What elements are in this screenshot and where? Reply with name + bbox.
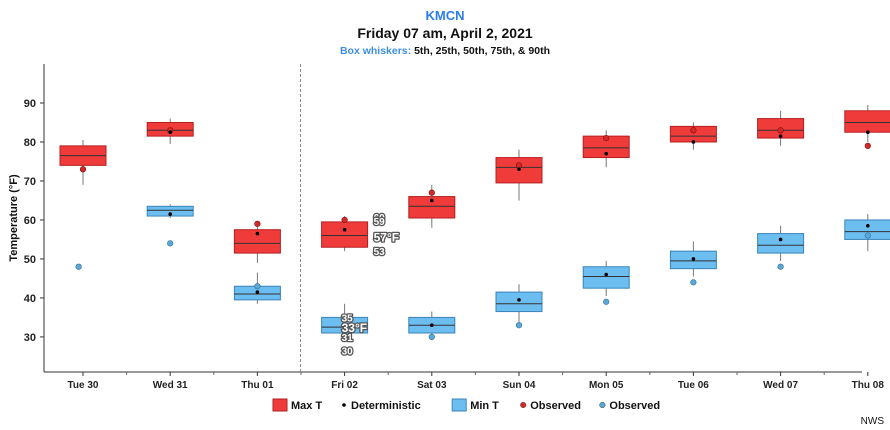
legend-label-1: Deterministic [351,400,421,412]
y-tick-label: 50 [24,254,36,266]
observed-min-point [75,263,82,270]
x-tick-label: Tue 30 [68,380,99,391]
observed-max-point [864,142,871,149]
observed-min-point [167,240,174,247]
observed-max-point [690,127,697,134]
today-min-p50-label: 31 [342,333,354,344]
deterministic-min-point [430,323,434,328]
legend-dot-4 [599,401,606,409]
x-tick-label: Thu 08 [852,380,885,391]
y-tick-label: 40 [24,293,36,305]
x-tick-label: Tue 06 [678,380,709,391]
deterministic-max-point [866,130,870,135]
y-tick-label: 80 [24,137,36,149]
legend-dot-1 [342,403,346,407]
min-t-box [321,316,369,334]
y-tick-label: 70 [24,176,36,188]
deterministic-max-point [342,227,347,232]
legend-label-4: Observed [609,400,660,412]
observed-min-point [428,333,435,341]
deterministic-max-point [430,198,434,203]
x-tick-label: Wed 07 [763,380,798,391]
y-axis-label: Temperature (°F) [8,174,20,262]
min-t-box [757,233,805,254]
today-max-p90-label: 60 [374,213,386,224]
observed-max-point [515,162,523,169]
forecast-datetime: Friday 07 am, April 2, 2021 [357,25,533,41]
observed-max-point [79,166,87,173]
legend-label-2: Min T [470,400,499,412]
legend-swatch-0 [272,398,288,412]
deterministic-min-point [517,298,521,302]
observed-min-point [690,279,697,286]
chart-subtitle: Box whiskers: 5th, 25th, 50th, 75th, & 9… [0,44,890,58]
max-t-box [495,157,543,184]
deterministic-min-point [778,237,783,242]
x-tick-label: Mon 05 [589,380,624,391]
max-t-box [844,110,890,133]
deterministic-min-point [342,321,347,326]
deterministic-min-point [168,212,172,216]
deterministic-max-point [778,134,783,138]
x-tick-label: Sat 03 [417,380,447,391]
subtitle-text: 5th, 25th, 50th, 75th, & 90th [414,45,551,57]
station-id: KMCN [425,8,465,23]
credit-label: NWS [860,416,884,427]
observed-min-point [254,283,261,290]
y-tick-label: 90 [24,98,36,110]
today-min-p5-label: 30 [342,347,354,358]
x-tick-label: Fri 02 [331,380,358,391]
observed-min-point [341,333,348,341]
x-tick-label: Wed 31 [153,380,188,391]
subtitle-label: Box whiskers: [339,45,412,57]
observed-min-point [515,322,523,329]
min-t-box [495,291,543,313]
observed-max-point [341,216,348,224]
min-t-box [582,266,630,289]
deterministic-max-point [604,151,608,156]
observed-min-point [603,298,610,305]
max-t-box [233,229,281,254]
deterministic-min-point [866,223,870,228]
observed-max-point [603,134,610,142]
observed-max-point [428,189,435,196]
deterministic-max-point [517,167,521,172]
x-tick-label: Sun 04 [503,380,536,391]
y-tick-label: 60 [24,215,36,227]
observed-max-point [777,127,784,134]
today-max-p50-label: 59 [374,217,386,228]
x-tick-label: Thu 01 [241,380,274,391]
observed-min-point [864,232,871,239]
min-t-box [146,205,194,217]
deterministic-max-point [691,140,696,144]
observed-max-point [254,220,261,227]
chart-header: KMCN Friday 07 am, April 2, 2021 Box whi… [0,8,890,58]
deterministic-max-point [168,130,172,135]
today-min-p90-label: 35 [342,313,354,324]
legend-label-0: Max T [291,400,322,412]
today-min-deterministic-label: 33°F [342,321,367,335]
observed-min-point [777,263,784,270]
deterministic-min-point [604,272,608,277]
min-t-box [844,219,890,240]
legend-swatch-2 [451,398,467,412]
deterministic-min-point [255,290,260,294]
max-t-box [321,221,369,248]
today-max-deterministic-label: 57°F [374,231,399,245]
deterministic-max-point [255,231,260,236]
today-max-p5-label: 53 [374,247,386,258]
max-t-box [408,196,456,219]
deterministic-min-point [691,257,696,261]
legend-label-3: Observed [530,400,581,412]
legend-dot-3 [520,401,527,409]
y-tick-label: 30 [24,332,36,344]
